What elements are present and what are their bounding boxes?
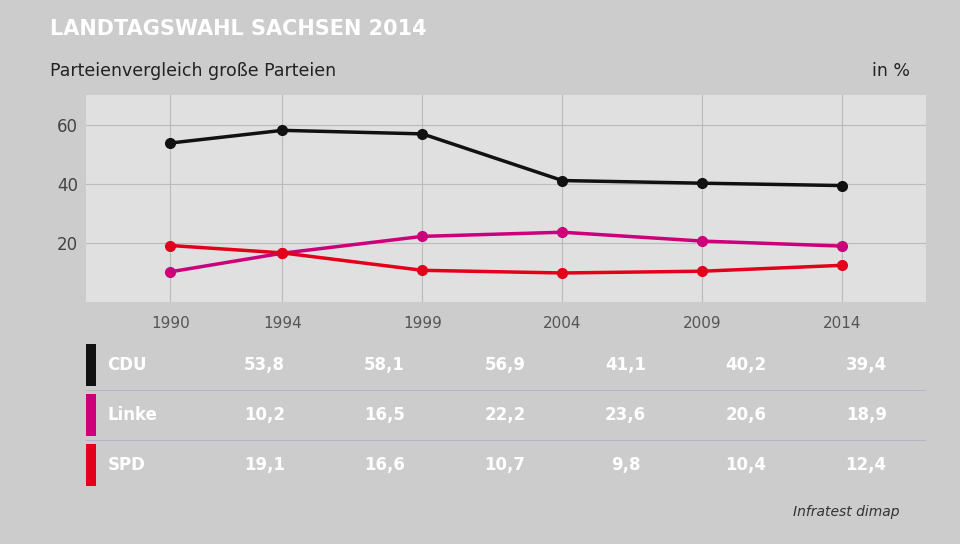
Text: 16,5: 16,5	[364, 406, 405, 424]
Text: 58,1: 58,1	[364, 356, 405, 374]
Text: 16,6: 16,6	[364, 456, 405, 474]
Text: 19,1: 19,1	[244, 456, 285, 474]
Text: 18,9: 18,9	[846, 406, 887, 424]
Text: Parteienvergleich große Parteien: Parteienvergleich große Parteien	[50, 62, 336, 81]
Text: Linke: Linke	[108, 406, 157, 424]
Text: CDU: CDU	[108, 356, 147, 374]
Bar	[86, 394, 96, 436]
Text: 20,6: 20,6	[726, 406, 766, 424]
Text: 1990: 1990	[151, 316, 190, 331]
Text: 2009: 2009	[684, 316, 722, 331]
Text: 41,1: 41,1	[605, 356, 646, 374]
Text: 53,8: 53,8	[244, 356, 285, 374]
Text: 10,4: 10,4	[726, 456, 766, 474]
Text: LANDTAGSWAHL SACHSEN 2014: LANDTAGSWAHL SACHSEN 2014	[50, 20, 426, 39]
Text: 39,4: 39,4	[846, 356, 887, 374]
Text: in %: in %	[873, 62, 910, 81]
Text: 1999: 1999	[403, 316, 442, 331]
Text: 2014: 2014	[823, 316, 862, 331]
Text: 23,6: 23,6	[605, 406, 646, 424]
Bar	[86, 444, 96, 486]
Text: 40,2: 40,2	[725, 356, 766, 374]
Text: 2004: 2004	[543, 316, 582, 331]
Text: 10,7: 10,7	[485, 456, 525, 474]
Text: 1994: 1994	[263, 316, 301, 331]
Bar	[86, 344, 96, 386]
Text: SPD: SPD	[108, 456, 145, 474]
Text: Infratest dimap: Infratest dimap	[793, 505, 900, 518]
Text: 56,9: 56,9	[485, 356, 525, 374]
Text: 12,4: 12,4	[846, 456, 887, 474]
Text: 9,8: 9,8	[611, 456, 640, 474]
Text: 22,2: 22,2	[485, 406, 526, 424]
Text: 10,2: 10,2	[244, 406, 285, 424]
